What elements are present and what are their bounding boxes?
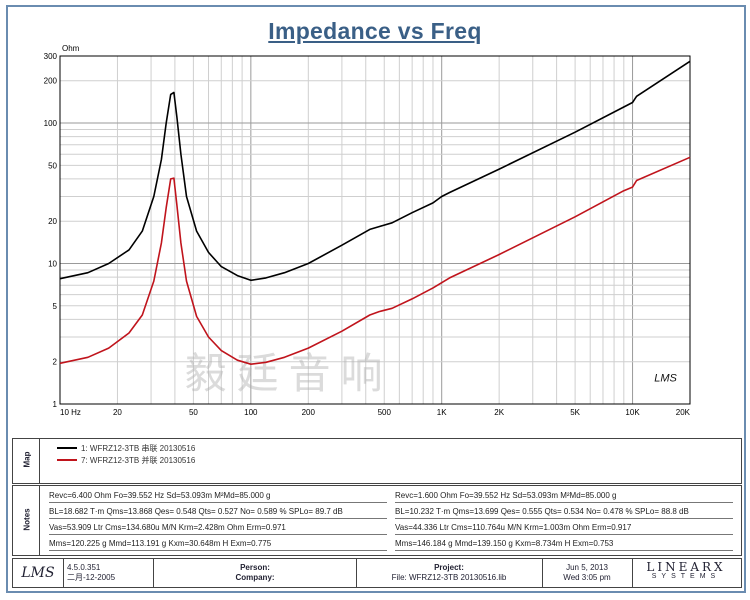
legend-text-1: 1: WFRZ12-3TB 串联 20130516	[81, 443, 196, 453]
x-tick-label: 20K	[676, 408, 691, 417]
y-tick-label: 100	[44, 119, 58, 128]
footer-build-date: 二月-12-2005	[67, 573, 116, 582]
note-right-1: Revc=1.600 Ohm Fo=39.552 Hz Sd=53.093m M…	[395, 491, 733, 503]
note-left-4: Mms=120.225 g Mmd=113.191 g Kxm=30.648m …	[49, 539, 387, 551]
watermark: 毅廷音响	[185, 350, 393, 397]
y-tick-label: 50	[48, 161, 57, 170]
corner-logo: LMS	[654, 372, 677, 384]
y-tick-labels: 1 2 5 10 20 50 100 200 300	[44, 52, 58, 409]
y-tick-label: 200	[44, 77, 58, 86]
series-line-1	[59, 60, 691, 282]
notes-label: Notes	[22, 508, 32, 531]
y-unit-label: Ohm	[62, 44, 80, 53]
footer-date-cell: Jun 5, 2013 Wed 3:05 pm	[542, 559, 633, 587]
map-sideband: Map	[13, 439, 40, 483]
footer-logo-cell: LMS	[13, 559, 64, 587]
x-tick-labels: 10 Hz 20 50 100 200 500 1K 2K 5K 10K 20K	[60, 408, 691, 417]
notes-sideband: Notes	[13, 486, 40, 555]
chart-grid	[59, 55, 691, 405]
note-right-2: BL=10.232 T·m Qms=13.699 Qes= 0.555 Qts=…	[395, 507, 733, 519]
x-tick-label: 1K	[437, 408, 447, 417]
footer-brand: LINEARX	[646, 560, 726, 574]
footer-file: File: WFRZ12-3TB 20130516.lib	[391, 573, 507, 582]
footer-company-label: Company:	[235, 573, 275, 582]
x-tick-label: 20	[113, 408, 122, 417]
y-tick-label: 1	[53, 400, 58, 409]
x-tick-label: 50	[189, 408, 198, 417]
legend-swatch-2	[57, 459, 77, 461]
map-label: Map	[22, 451, 32, 468]
x-tick-label: 10 Hz	[60, 408, 81, 417]
x-tick-label: 100	[244, 408, 258, 417]
y-tick-label: 300	[44, 52, 58, 61]
legend-swatch-1	[57, 447, 77, 449]
notes-panel: Notes Revc=6.400 Ohm Fo=39.552 Hz Sd=53.…	[12, 485, 742, 556]
footer-version-cell: 4.5.0.351 二月-12-2005	[63, 559, 154, 587]
legend-entry-1: 1: WFRZ12-3TB 串联 20130516	[57, 443, 195, 453]
note-left-3: Vas=53.909 Ltr Cms=134.680u M/N Krm=2.42…	[49, 523, 387, 535]
footer-panel: LMS 4.5.0.351 二月-12-2005 Person: Company…	[12, 558, 742, 588]
footer-project-cell: Project: File: WFRZ12-3TB 20130516.lib	[356, 559, 543, 587]
plot-border	[59, 55, 691, 405]
footer-person-cell: Person: Company:	[154, 559, 357, 587]
x-tick-label: 500	[378, 408, 392, 417]
note-right-3: Vas=44.336 Ltr Cms=110.764u M/N Krm=1.00…	[395, 523, 733, 535]
note-right-4: Mms=146.184 g Mmd=139.150 g Kxm=8.734m H…	[395, 539, 733, 551]
y-tick-label: 10	[48, 260, 57, 269]
legend-entry-2: 7: WFRZ12-3TB 并联 20130516	[57, 455, 195, 465]
series-lines	[59, 60, 691, 365]
footer-logo: LMS	[21, 565, 55, 581]
footer-time: Wed 3:05 pm	[563, 573, 611, 582]
impedance-chart: 10 Hz 20 50 100 200 500 1K 2K 5K 10K 20K 1 2 5 10 20 50…	[44, 44, 691, 417]
x-tick-label: 10K	[625, 408, 640, 417]
y-tick-label: 2	[53, 358, 58, 367]
legend-text-2: 7: WFRZ12-3TB 并联 20130516	[81, 455, 196, 465]
note-left-1: Revc=6.400 Ohm Fo=39.552 Hz Sd=53.093m M…	[49, 491, 387, 503]
chart-title: Impedance vs Freq	[268, 18, 482, 44]
series-line-2	[59, 156, 691, 365]
footer-project-label: Project:	[434, 563, 464, 572]
footer-person-label: Person:	[240, 563, 270, 572]
footer-brand-sub: SYSTEMS	[651, 573, 721, 580]
map-panel: Map 1: WFRZ12-3TB 串联 20130516 7: WFRZ12-…	[12, 438, 742, 484]
x-tick-label: 2K	[494, 408, 504, 417]
footer-brand-cell: LINEARX SYSTEMS	[632, 559, 740, 587]
footer-date: Jun 5, 2013	[566, 563, 608, 572]
y-tick-label: 20	[48, 217, 57, 226]
x-tick-label: 5K	[570, 408, 580, 417]
y-tick-label: 5	[53, 302, 58, 311]
footer-version: 4.5.0.351	[67, 563, 101, 572]
x-tick-label: 200	[302, 408, 316, 417]
note-left-2: BL=18.682 T·m Qms=13.868 Qes= 0.548 Qts=…	[49, 507, 387, 519]
